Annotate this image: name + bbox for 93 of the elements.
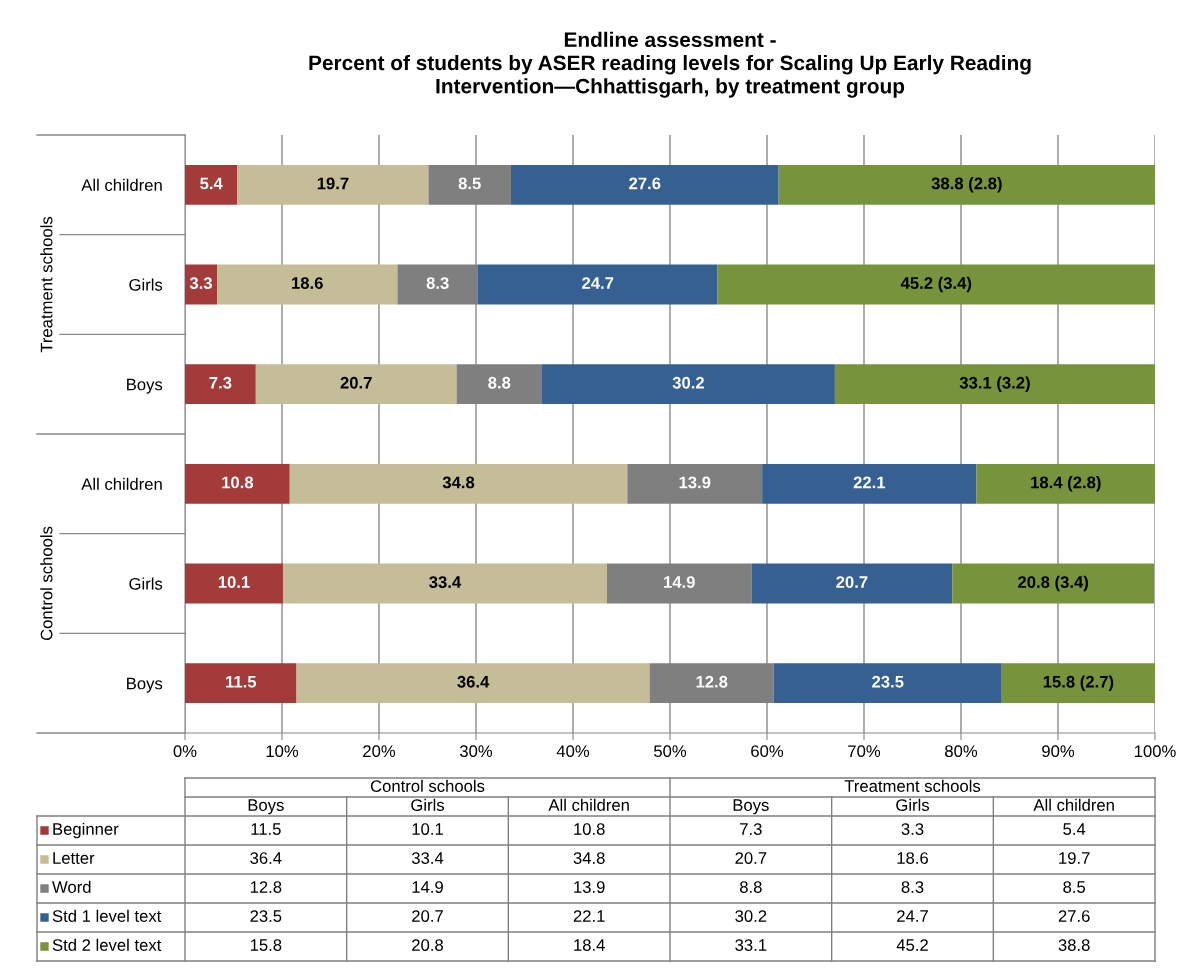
text: 8.3 xyxy=(901,881,924,893)
text: 20.8 xyxy=(412,939,443,951)
data-label: 15.8 (2.7) xyxy=(1043,675,1114,691)
text: 20.7 xyxy=(735,852,767,864)
text: Control schools xyxy=(370,779,485,792)
category-label: All children xyxy=(1033,798,1114,811)
data-label: 20.7 xyxy=(340,376,372,389)
text: 5.4 xyxy=(1063,823,1086,835)
text: 15.8 xyxy=(250,939,282,951)
data-label: 20.8 (3.4) xyxy=(1018,575,1088,592)
text: 34.8 xyxy=(573,852,605,864)
x-tick-label: 100% xyxy=(1134,745,1176,758)
data-label: 45.2 (3.4) xyxy=(900,276,972,293)
data-label: 10.1 xyxy=(218,576,250,588)
data-label: 24.7 xyxy=(582,277,614,289)
text: 19.7 xyxy=(1059,852,1090,864)
data-label: 8.3 xyxy=(426,277,449,289)
data-label: 27.6 xyxy=(629,177,661,190)
text: 8.8 xyxy=(739,881,762,893)
y-tick-label: All children xyxy=(81,178,162,192)
y-tick-label: Boys xyxy=(127,677,163,693)
y-tick-label: Girls xyxy=(129,577,163,590)
data-label: 12.8 xyxy=(696,675,728,688)
data-label: 36.4 xyxy=(457,675,490,688)
y-tick-label: All children xyxy=(81,477,162,491)
data-label: 5.4 xyxy=(200,177,223,190)
category-label: Girls xyxy=(896,798,930,811)
text: Control schools xyxy=(40,526,53,641)
legend-label: Std 2 level text xyxy=(52,938,162,951)
text: 33.4 xyxy=(411,852,444,864)
data-label: 18.6 xyxy=(292,277,323,289)
text: Treatment schools xyxy=(844,779,981,792)
x-tick-label: 40% xyxy=(556,745,590,758)
data-label: 33.1 (3.2) xyxy=(959,376,1030,392)
data-label: 13.9 xyxy=(679,476,711,489)
x-tick-label: 30% xyxy=(459,745,493,758)
x-tick-label: 90% xyxy=(1042,745,1075,758)
data-label: 22.1 xyxy=(853,476,886,489)
text: 30.2 xyxy=(735,910,767,922)
text: 18.6 xyxy=(897,852,928,864)
data-label: 18.4 (2.8) xyxy=(1031,476,1101,492)
data-label: 34.8 xyxy=(442,476,475,489)
text: 8.5 xyxy=(1063,881,1086,893)
text: 18.4 xyxy=(574,939,605,951)
y-tick-label: Boys xyxy=(127,378,163,394)
text: 33.1 xyxy=(735,939,767,951)
category-label: Girls xyxy=(411,798,445,811)
legend-label: Std 1 level text xyxy=(52,909,162,922)
text: 38.8 xyxy=(1058,939,1090,951)
legend-label: Beginner xyxy=(53,822,119,839)
x-tick-label: 80% xyxy=(945,745,978,758)
text: 7.3 xyxy=(740,823,762,835)
y-tick-label: Girls xyxy=(129,278,163,291)
text: 22.1 xyxy=(573,910,605,922)
x-tick-label: 20% xyxy=(363,745,396,758)
text: 36.4 xyxy=(250,852,282,864)
text: 24.7 xyxy=(897,910,928,922)
data-label: 14.9 xyxy=(664,576,695,588)
data-label: 38.8 (2.8) xyxy=(931,177,1002,193)
text: Treatment schools xyxy=(40,216,53,353)
text: 13.9 xyxy=(574,881,605,893)
data-label: 11.5 xyxy=(226,676,257,688)
text: 10.8 xyxy=(574,823,605,835)
category-label: Boys xyxy=(248,799,284,815)
text: 14.9 xyxy=(412,881,443,893)
text: 27.6 xyxy=(1058,910,1090,922)
x-tick-label: 50% xyxy=(653,745,687,758)
x-tick-label: 60% xyxy=(751,745,784,758)
x-tick-label: 0% xyxy=(173,745,197,758)
text: 12.8 xyxy=(250,881,282,893)
data-label: 7.3 xyxy=(209,376,232,389)
x-tick-label: 10% xyxy=(266,745,299,758)
category-label: All children xyxy=(548,798,629,811)
data-label: 33.4 xyxy=(429,576,462,588)
data-label: 19.7 xyxy=(317,177,349,190)
text: 20.7 xyxy=(412,910,443,922)
text: 3.3 xyxy=(901,823,924,835)
data-label: 30.2 xyxy=(672,376,704,389)
data-label: 8.5 xyxy=(458,177,481,190)
text: 45.2 xyxy=(896,939,928,951)
data-label: 3.3 xyxy=(189,277,212,289)
category-label: Boys xyxy=(733,799,769,815)
x-tick-label: 70% xyxy=(848,745,881,758)
legend-label: Letter xyxy=(53,852,95,864)
text: 11.5 xyxy=(251,823,281,835)
data-label: 10.8 xyxy=(222,476,254,489)
data-label: 23.5 xyxy=(872,675,904,688)
text: 10.1 xyxy=(412,823,443,835)
text: 23.5 xyxy=(250,910,282,922)
chart-title: Endline assessment - Percent of students by ASER reading levels for Scaling Up Early Reading Intervention—Chhattisgarh, by treatment group xyxy=(309,31,1031,98)
data-label: 20.7 xyxy=(836,576,868,588)
legend-label: Word xyxy=(52,880,91,893)
data-label: 8.8 xyxy=(488,376,511,389)
